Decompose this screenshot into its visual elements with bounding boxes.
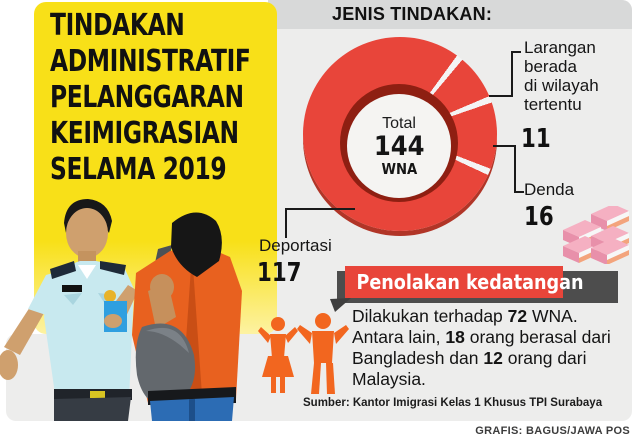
title-line: TINDAKAN <box>50 8 185 43</box>
money-stack-icon <box>563 206 629 264</box>
segment-value-denda: 16 <box>524 202 554 232</box>
title-line: ADMINISTRATIF <box>50 44 251 79</box>
title-line: PELANGGARAN <box>50 80 244 115</box>
callout-line-larangan <box>511 51 513 97</box>
donut-total-label: Total <box>382 114 416 132</box>
callout-line-deportasi <box>285 208 355 210</box>
callout-line-denda <box>516 191 524 193</box>
penolakan-banner: Penolakan kedatangan <box>345 266 584 298</box>
donut-center: Total 144 WNA <box>347 94 451 198</box>
penolakan-banner-label: Penolakan kedatangan <box>356 270 584 294</box>
title-line: KEIMIGRASIAN <box>50 116 239 151</box>
source-line: Sumber: Kantor Imigrasi Kelas 1 Khusus T… <box>303 397 603 409</box>
callout-line-larangan <box>513 51 521 53</box>
callout-line-deportasi <box>285 208 287 238</box>
graphic-credit: GRAFIS: BAGUS/JAWA POS <box>475 425 630 437</box>
callout-line-larangan <box>489 95 513 97</box>
callout-line-denda <box>514 145 516 193</box>
chart-header-band: JENIS TINDAKAN: <box>268 0 632 29</box>
donut-total-value: 144 <box>373 130 425 162</box>
segment-label-deportasi: Deportasi <box>259 236 332 255</box>
banner-fold <box>330 298 351 312</box>
segment-value-larangan: 11 <box>521 124 551 154</box>
penolakan-note: Dilakukan terhadap 72 WNA. Antara lain, … <box>352 306 611 389</box>
donut-total-unit: WNA <box>381 159 417 178</box>
bottom-left-gray-panel <box>6 334 268 421</box>
chart-header: JENIS TINDAKAN: <box>332 4 493 24</box>
segment-label-denda: Denda <box>524 180 575 199</box>
segment-value-deportasi: 117 <box>257 258 302 288</box>
callout-line-denda <box>493 145 516 147</box>
page-title: TINDAKAN ADMINISTRATIF PELANGGARAN KEIMI… <box>50 8 307 188</box>
title-line: SELAMA 2019 <box>50 152 227 187</box>
segment-label-larangan: Larangan berada di wilayah tertentu <box>524 38 599 114</box>
